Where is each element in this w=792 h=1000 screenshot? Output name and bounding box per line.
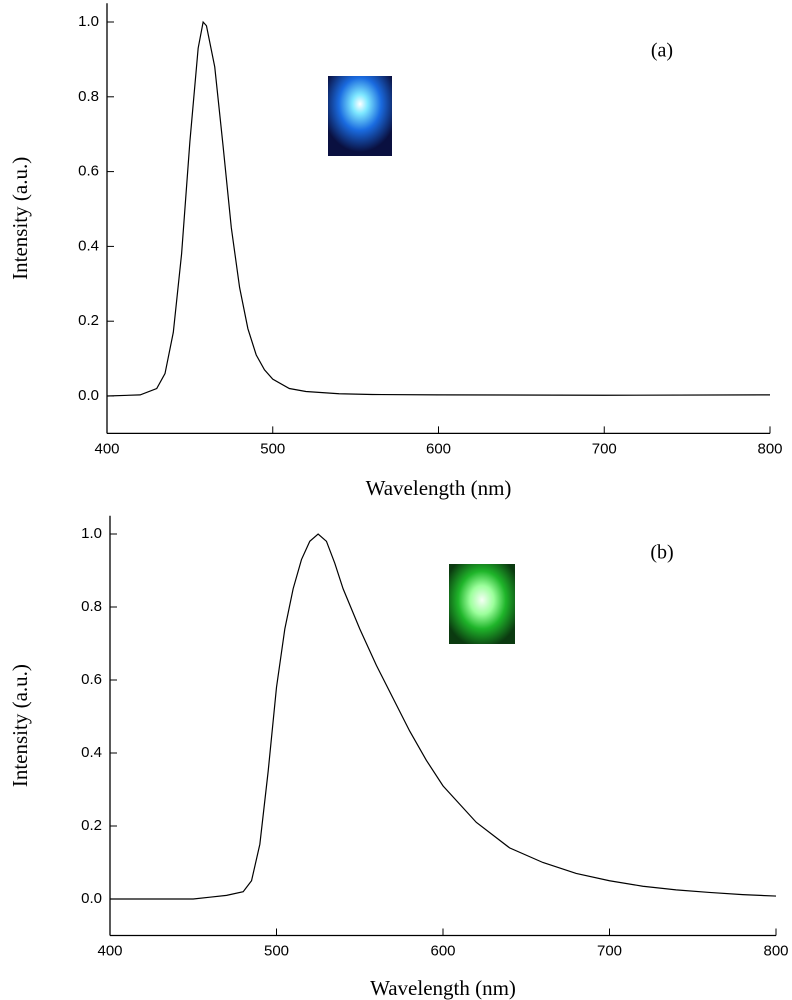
y-tick-label: 0.4 <box>81 744 102 761</box>
y-tick-label: 0.0 <box>78 387 99 404</box>
inset-photo <box>328 76 392 156</box>
x-axis-title: Wavelength (nm) <box>370 976 516 1000</box>
y-tick-label: 0.0 <box>81 890 102 907</box>
inset-photo <box>449 564 515 644</box>
x-tick-label: 500 <box>260 440 285 457</box>
x-tick-label: 600 <box>430 942 455 959</box>
y-tick-label: 0.8 <box>81 598 102 615</box>
y-tick-label: 0.4 <box>78 237 99 254</box>
x-tick-label: 700 <box>592 440 617 457</box>
spectrum-line <box>110 533 777 900</box>
x-tick-label: 700 <box>597 942 622 959</box>
x-tick-label: 400 <box>97 942 122 959</box>
annotation: (a) <box>651 40 673 62</box>
y-tick-label: 0.6 <box>81 671 102 688</box>
y-tick-label: 0.2 <box>81 817 102 834</box>
x-tick-label: 500 <box>264 942 289 959</box>
x-tick-label: 800 <box>763 942 788 959</box>
y-tick-label: 0.8 <box>78 88 99 105</box>
x-tick-label: 600 <box>426 440 451 457</box>
y-tick-label: 0.2 <box>78 312 99 329</box>
annotation: (b) <box>650 542 673 564</box>
y-axis-title: Intensity (a.u.) <box>8 664 32 787</box>
spectrum-line <box>106 20 771 397</box>
x-tick-label: 400 <box>94 440 119 457</box>
y-tick-label: 1.0 <box>78 13 99 30</box>
y-axis-title: Intensity (a.u.) <box>8 157 32 280</box>
y-tick-label: 0.6 <box>78 163 99 180</box>
y-tick-label: 1.0 <box>81 525 102 542</box>
x-tick-label: 800 <box>757 440 782 457</box>
x-axis-title: Wavelength (nm) <box>366 476 512 500</box>
